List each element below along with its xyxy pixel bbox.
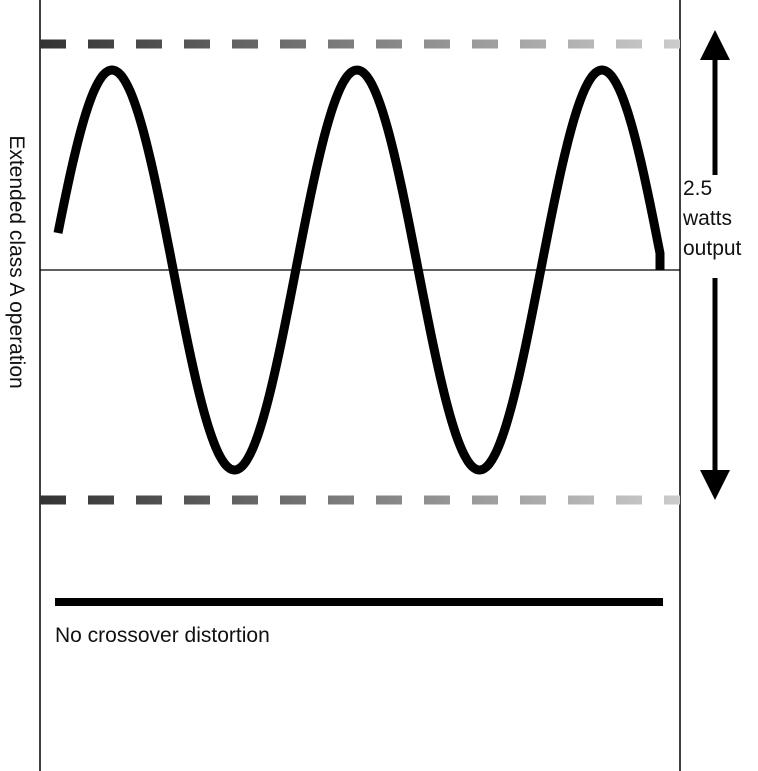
- output-label: watts: [682, 207, 732, 230]
- output-label: 2.5: [683, 177, 712, 200]
- sine-wave: [53, 65, 665, 475]
- output-label: output: [683, 237, 742, 260]
- frame: [39, 0, 681, 771]
- side-label: Extended class A operation: [5, 135, 28, 388]
- caption: No crossover distortion: [55, 624, 270, 647]
